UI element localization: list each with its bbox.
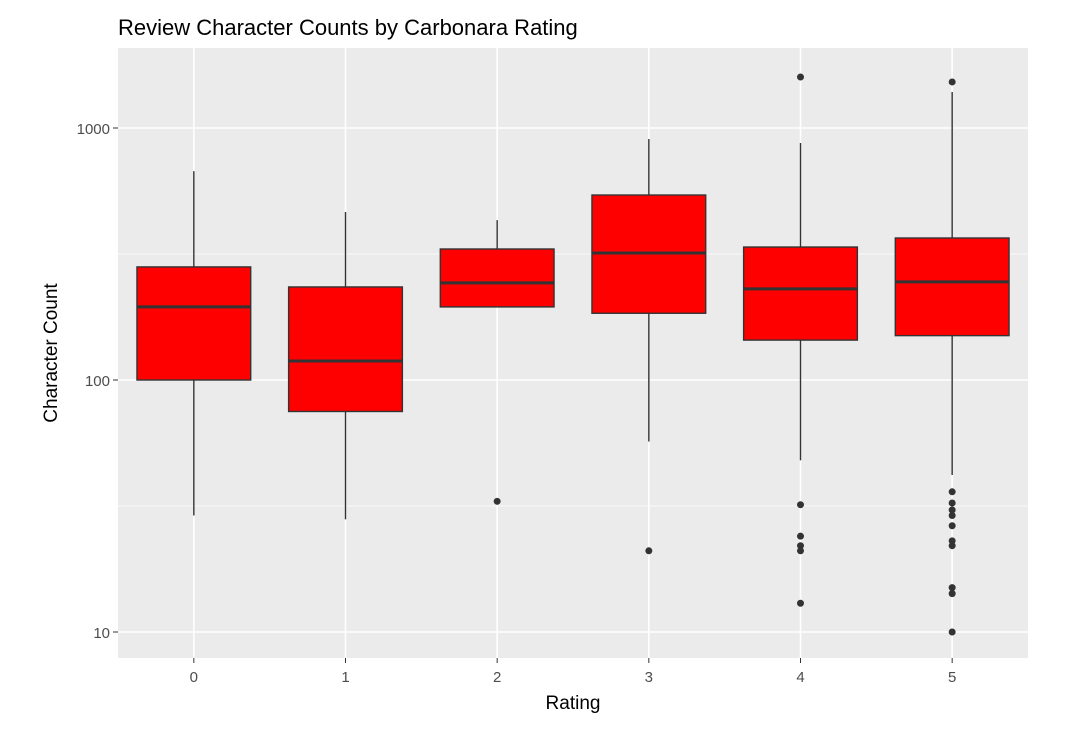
y-tick-label: 1000: [77, 121, 110, 138]
outlier-point: [797, 547, 804, 555]
outlier-point: [797, 542, 804, 550]
chart-title: Review Character Counts by Carbonara Rat…: [118, 15, 578, 40]
box-iqr: [287, 286, 404, 413]
box-iqr: [894, 237, 1010, 337]
x-tick-label: 4: [796, 669, 804, 686]
outlier-point: [948, 584, 956, 592]
outlier-point: [948, 590, 956, 598]
y-axis-title: Character Count: [41, 283, 62, 423]
box-iqr: [742, 246, 859, 341]
outlier-point: [948, 506, 956, 514]
outlier-point: [948, 488, 956, 496]
box-iqr: [439, 248, 555, 308]
outlier-point: [797, 599, 804, 607]
outlier-point: [797, 73, 804, 81]
box-rating-4: [742, 73, 859, 607]
x-tick-label: 0: [190, 669, 198, 686]
box-rating-1: [287, 212, 404, 520]
x-tick-label: 2: [493, 669, 501, 686]
plot-panel: [118, 48, 1028, 658]
box-rating-2: [439, 220, 555, 505]
x-tick-label: 1: [341, 669, 349, 686]
y-axis: 10 100 1000: [77, 121, 118, 642]
box-rating-3: [591, 139, 707, 555]
y-tick-label: 100: [85, 373, 110, 390]
y-tick-label: 10: [93, 625, 110, 642]
box-rating-5: [894, 78, 1010, 636]
outlier-point: [797, 532, 804, 540]
box-iqr: [136, 266, 252, 381]
outlier-point: [645, 547, 653, 555]
box-rating-0: [136, 171, 252, 516]
outlier-point: [948, 522, 956, 530]
outlier-point: [493, 497, 501, 505]
outlier-point: [948, 628, 956, 636]
outlier-point: [797, 501, 804, 509]
outlier-point: [948, 542, 956, 550]
outlier-point: [948, 537, 956, 545]
x-tick-label: 5: [948, 669, 956, 686]
x-tick-label: 3: [645, 669, 653, 686]
outlier-point: [948, 78, 956, 86]
x-axis: 0 1 2 3 4 5: [190, 658, 956, 686]
outlier-point: [948, 499, 956, 507]
outlier-point: [948, 511, 956, 519]
boxes: [136, 73, 1010, 636]
x-axis-title: Rating: [546, 693, 601, 714]
